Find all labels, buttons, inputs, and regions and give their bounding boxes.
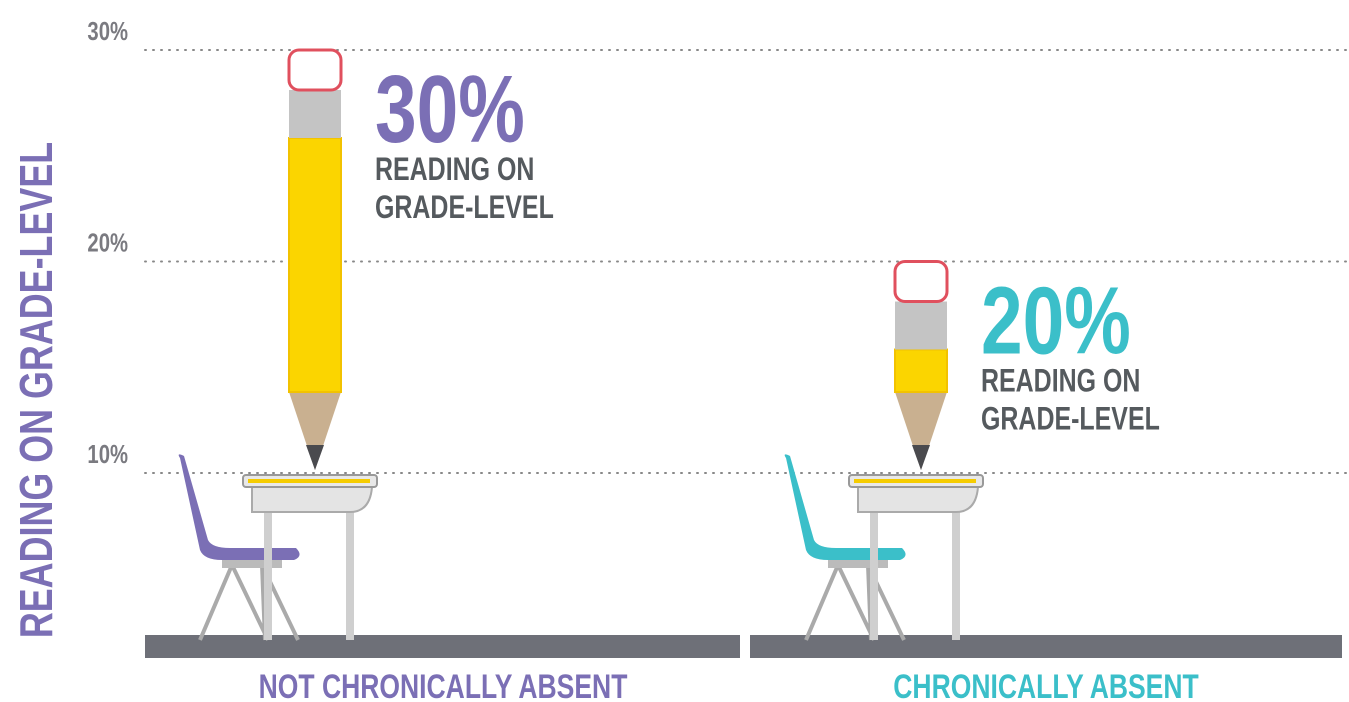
y-tick-label: 20% <box>87 228 128 257</box>
y-tick-label: 30% <box>87 17 128 46</box>
desk-and-chair <box>784 454 984 641</box>
annotation: GRADE-LEVEL <box>375 190 554 226</box>
annotation: READING ON <box>981 364 1140 400</box>
chair-shell <box>784 454 906 560</box>
value-label: 30% <box>375 56 525 163</box>
pencil-ferrule <box>895 301 947 350</box>
pencil-body <box>288 137 342 393</box>
desk-legs <box>870 508 960 640</box>
chair-base <box>828 560 888 568</box>
pencil-lead <box>306 445 324 470</box>
pencil-tip <box>289 392 341 470</box>
floor <box>750 635 1342 658</box>
y-axis-label-group: READING ON GRADE-LEVEL <box>11 142 62 638</box>
desk-body <box>251 486 374 513</box>
x-tick-label: NOT CHRONICALLY ABSENT <box>259 668 628 702</box>
x-tick-label: CHRONICALLY ABSENT <box>893 668 1199 702</box>
desk-stripe <box>854 479 976 483</box>
pencil-ferrule <box>289 90 341 138</box>
pencil-eraser <box>893 260 949 303</box>
desk-stripe <box>248 479 370 483</box>
pencil <box>893 260 949 470</box>
pencil-body <box>894 348 948 393</box>
y-axis-label: READING ON GRADE-LEVEL <box>11 142 62 638</box>
annotation: GRADE-LEVEL <box>981 402 1160 438</box>
pencil-lead <box>912 445 930 470</box>
pencil-tip <box>895 392 947 470</box>
floor <box>145 635 740 658</box>
chair-legs <box>804 564 906 641</box>
desk-body <box>857 486 980 513</box>
annotation: READING ON <box>375 152 534 188</box>
value-label: 20% <box>981 268 1131 375</box>
pencil-eraser <box>287 48 343 92</box>
y-tick-label: 10% <box>87 440 128 469</box>
chair-shell <box>178 454 300 560</box>
chair-base <box>222 560 282 568</box>
chair-legs <box>198 564 300 641</box>
desk-and-chair <box>178 454 378 641</box>
desk-legs <box>264 508 354 640</box>
pencil <box>287 48 343 470</box>
